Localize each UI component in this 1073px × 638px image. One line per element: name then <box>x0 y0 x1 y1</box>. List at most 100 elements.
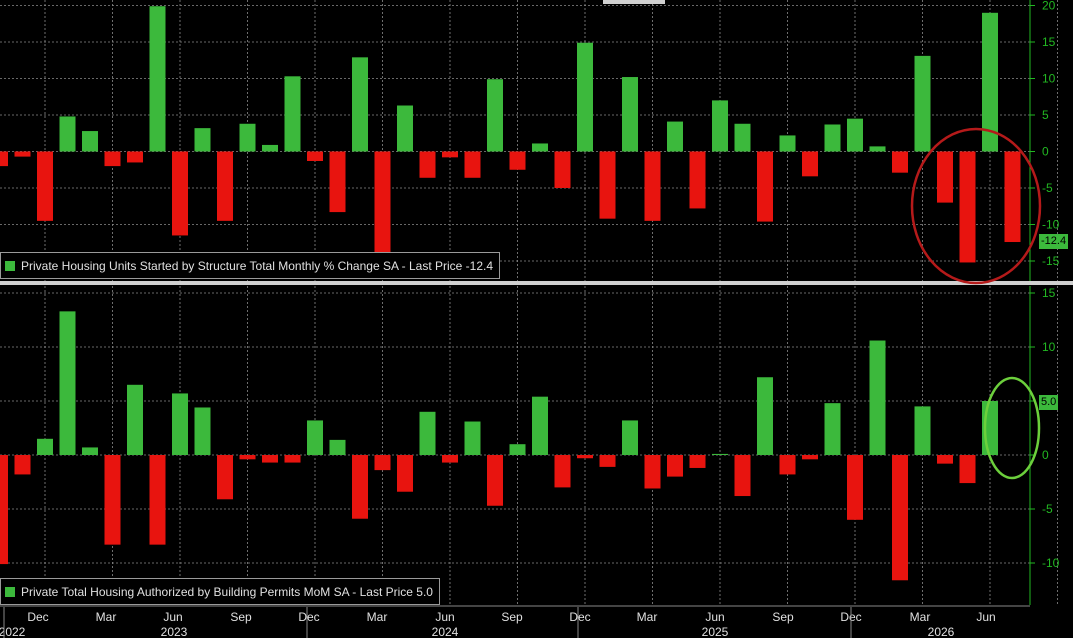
bar <box>532 396 548 455</box>
bar <box>14 151 31 157</box>
bar <box>239 455 256 460</box>
bar <box>554 151 571 188</box>
bar <box>37 438 53 455</box>
x-month-label: Dec <box>569 610 590 624</box>
x-month-label: Mar <box>637 610 658 624</box>
bar <box>374 151 391 276</box>
bar <box>689 151 706 209</box>
x-year-label: 2022 <box>0 625 26 638</box>
bottom-legend-label: Private Total Housing Authorized by Buil… <box>21 584 433 599</box>
bar <box>779 455 796 475</box>
bar <box>847 118 863 152</box>
bar <box>352 57 368 152</box>
bar <box>59 116 76 152</box>
x-year-label: 2026 <box>928 625 955 638</box>
x-month-label: Sep <box>772 610 794 624</box>
bar <box>127 384 143 455</box>
bar <box>599 151 616 219</box>
bar <box>37 151 53 221</box>
y-tick-label: 20 <box>1042 0 1056 13</box>
bar <box>307 151 323 161</box>
bar <box>892 455 908 581</box>
panel-separator <box>0 281 1073 285</box>
bar <box>284 76 301 152</box>
y-tick-label: 15 <box>1042 286 1056 300</box>
x-month-label: Sep <box>501 610 523 624</box>
bar <box>397 455 413 492</box>
bar <box>397 105 413 152</box>
bar <box>487 455 503 506</box>
top-panel-bars <box>0 6 1021 276</box>
bar <box>734 455 751 497</box>
x-month-label: Jun <box>435 610 454 624</box>
bar <box>149 455 166 545</box>
bar <box>689 455 706 468</box>
bar <box>239 123 256 152</box>
x-month-label: Dec <box>298 610 319 624</box>
bar <box>532 143 548 152</box>
bottom-last-price-tag: 5.0 <box>1039 395 1059 410</box>
bar <box>757 151 773 222</box>
top-legend: Private Housing Units Started by Structu… <box>0 252 501 279</box>
x-month-label: Sep <box>230 610 252 624</box>
top-legend-label: Private Housing Units Started by Structu… <box>21 258 494 273</box>
bar <box>104 455 121 545</box>
bar <box>127 151 143 163</box>
bar <box>419 411 436 455</box>
bar <box>442 455 458 463</box>
bar <box>284 455 301 463</box>
bar <box>959 455 976 484</box>
x-month-label: Mar <box>367 610 388 624</box>
bar <box>194 407 211 455</box>
bar <box>82 131 98 152</box>
bar <box>217 151 233 221</box>
bar <box>329 439 346 455</box>
annotation-layer <box>910 127 1042 480</box>
bar <box>892 151 908 173</box>
bar <box>757 377 773 455</box>
bar <box>824 124 841 152</box>
highlight-circle-bottom <box>983 376 1041 480</box>
bar <box>14 455 31 475</box>
bar <box>509 151 526 170</box>
bar <box>307 420 323 455</box>
top-marker <box>603 0 665 4</box>
y-tick-label: 10 <box>1042 72 1056 86</box>
bar <box>0 151 8 167</box>
bar <box>194 128 211 152</box>
y-tick-label: 10 <box>1042 340 1056 354</box>
y-tick-label: -10 <box>1042 218 1060 232</box>
y-tick-label: -5 <box>1042 502 1053 516</box>
x-month-label: Jun <box>705 610 724 624</box>
bar <box>644 151 661 221</box>
bar <box>442 151 458 158</box>
y-tick-label: 0 <box>1042 448 1049 462</box>
bar <box>734 123 751 152</box>
bar <box>847 455 863 520</box>
bar <box>172 151 188 236</box>
bar <box>419 151 436 178</box>
bar <box>667 121 683 152</box>
bar <box>914 55 931 152</box>
bar <box>937 151 953 203</box>
bar <box>577 455 593 459</box>
bar <box>262 144 278 152</box>
bar <box>172 393 188 455</box>
bar <box>824 403 841 455</box>
bottom-panel-bars <box>0 311 998 581</box>
bar <box>554 455 571 488</box>
bar <box>0 455 8 565</box>
x-month-label: Jun <box>976 610 995 624</box>
bar <box>374 455 391 471</box>
y-tick-label: -5 <box>1042 181 1053 195</box>
legend-swatch-starts <box>5 260 15 271</box>
bar <box>869 340 886 455</box>
bar <box>802 151 818 177</box>
bar <box>622 420 638 455</box>
legend-swatch-permits <box>5 586 15 597</box>
bar <box>914 406 931 455</box>
bar <box>959 151 976 263</box>
bar <box>149 6 166 152</box>
x-month-label: Mar <box>910 610 931 624</box>
